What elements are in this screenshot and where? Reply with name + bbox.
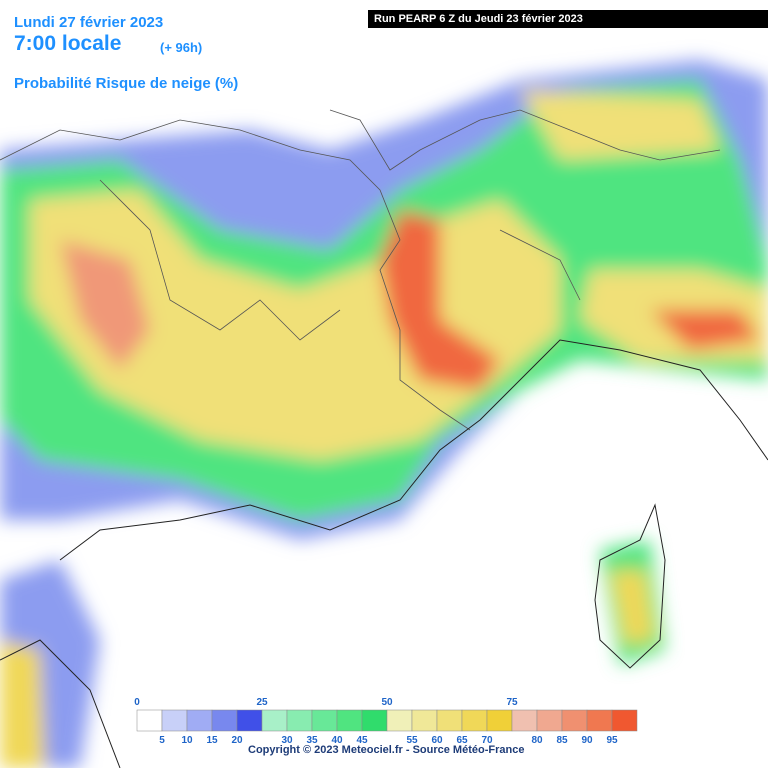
legend-label: 25: [256, 697, 268, 708]
date: Lundi 27 février 2023: [14, 14, 164, 31]
legend-swatch: [161, 709, 188, 732]
legend-label: 35: [306, 735, 318, 746]
map-title: Probabilité Risque de neige (%): [14, 75, 239, 92]
legend-swatch: [511, 709, 538, 732]
legend-label: 5: [159, 735, 165, 746]
legend-label: 90: [581, 735, 593, 746]
legend-label: 20: [231, 735, 243, 746]
legend-swatch: [386, 709, 413, 732]
legend-swatch: [461, 709, 488, 732]
legend-swatch: [611, 709, 638, 732]
legend-label: 10: [181, 735, 193, 746]
legend-label: 65: [456, 735, 468, 746]
time: 7:00 locale: [14, 32, 122, 55]
run-label: Run PEARP 6 Z du Jeudi 23 février 2023: [368, 10, 768, 28]
borders: [0, 109, 721, 431]
legend-swatch: [561, 709, 588, 732]
legend-swatch: [261, 709, 288, 732]
legend-label: 15: [206, 735, 218, 746]
legend-label: 55: [406, 735, 418, 746]
legend-swatch: [286, 709, 313, 732]
copyright: Copyright © 2023 Meteociel.fr - Source M…: [248, 744, 525, 756]
legend: 0 5 10 15 20 25 30 35 40 45 50 55 60 65 70 75 80 85 90 95: [134, 697, 639, 746]
legend-swatch: [586, 709, 613, 732]
legend-swatch: [311, 709, 338, 732]
legend-label: 50: [381, 697, 393, 708]
coastline: [0, 339, 768, 768]
legend-label: 75: [506, 697, 518, 708]
legend-swatch: [136, 709, 163, 732]
legend-swatch: [361, 709, 388, 732]
legend-swatch: [211, 709, 238, 732]
probability-field: [0, 60, 768, 768]
legend-swatch: [536, 709, 563, 732]
legend-swatch: [486, 709, 513, 732]
legend-label: 40: [331, 735, 343, 746]
legend-swatch: [411, 709, 438, 732]
lead-time: (+ 96h): [160, 40, 203, 55]
legend-label: 80: [531, 735, 543, 746]
legend-label: 85: [556, 735, 568, 746]
legend-label: 95: [606, 735, 618, 746]
legend-label: 60: [431, 735, 443, 746]
legend-label: 70: [481, 735, 493, 746]
legend-label: 30: [281, 735, 293, 746]
legend-label: 45: [356, 735, 368, 746]
legend-label: 0: [134, 697, 140, 708]
legend-swatch: [236, 709, 263, 732]
legend-swatch: [336, 709, 363, 732]
legend-swatch: [436, 709, 463, 732]
legend-swatch: [186, 709, 213, 732]
